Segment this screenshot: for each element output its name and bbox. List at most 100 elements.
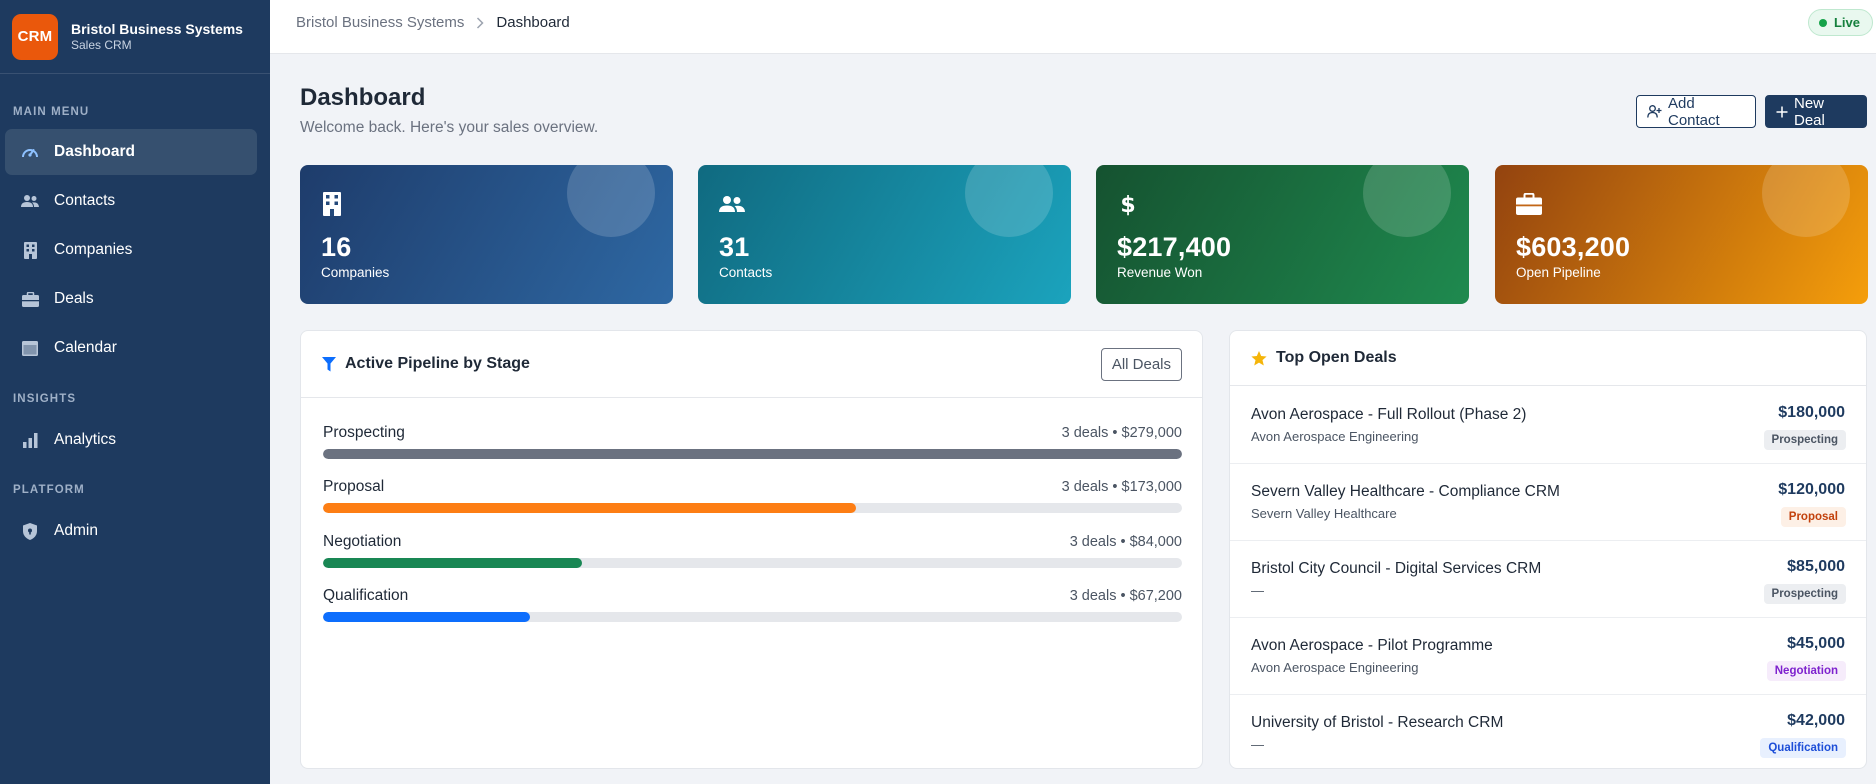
top-bar: Bristol Business Systems Dashboard Live xyxy=(270,0,1876,54)
status-dot-icon xyxy=(1818,18,1827,27)
pipeline-panel-header: Active Pipeline by Stage All Deals xyxy=(301,331,1202,398)
new-deal-button[interactable]: New Deal xyxy=(1765,94,1867,129)
page-subtitle: Welcome back. Here's your sales overview… xyxy=(300,119,599,136)
add-contact-button[interactable]: Add Contact xyxy=(1636,94,1756,129)
sidebar-item-admin[interactable]: Admin xyxy=(5,508,257,554)
sidebar-item-dashboard[interactable]: Dashboard xyxy=(5,129,257,175)
briefcase-icon xyxy=(1516,192,1542,216)
live-status-label: Live xyxy=(1833,15,1860,30)
deal-stage-badge: Negotiation xyxy=(1766,661,1846,681)
deal-amount: $120,000 xyxy=(1778,481,1845,498)
brand-logo: CRM xyxy=(12,13,58,60)
stat-card-contacts[interactable]: 31 Contacts xyxy=(698,165,1071,304)
brand-subtitle: Sales CRM xyxy=(71,38,132,52)
chevron-right-icon xyxy=(476,16,484,29)
stat-card-companies[interactable]: 16 Companies xyxy=(300,165,673,304)
sidebar-item-deals[interactable]: Deals xyxy=(5,276,257,322)
deal-company: — xyxy=(1251,583,1264,598)
building-icon xyxy=(321,192,343,216)
pipeline-stage: Proposal 3 deals • $173,000 xyxy=(323,477,1182,513)
sidebar-item-label: Dashboard xyxy=(54,143,135,160)
plus-icon xyxy=(1776,106,1788,118)
sidebar-item-calendar[interactable]: Calendar xyxy=(5,325,257,371)
brand[interactable]: CRM Bristol Business Systems Sales CRM xyxy=(0,0,270,74)
deal-name[interactable]: Severn Valley Healthcare - Compliance CR… xyxy=(1251,483,1560,500)
section-label-insights: INSIGHTS xyxy=(13,393,77,405)
sidebar-item-label: Calendar xyxy=(54,339,117,356)
deal-amount: $180,000 xyxy=(1778,404,1845,421)
stat-value: $603,200 xyxy=(1516,232,1631,262)
stage-name: Qualification xyxy=(323,587,409,604)
top-deals-panel-header: Top Open Deals xyxy=(1230,331,1866,386)
breadcrumb-home[interactable]: Bristol Business Systems xyxy=(296,14,465,31)
stage-meta: 3 deals • $67,200 xyxy=(1069,588,1182,604)
deal-name[interactable]: University of Bristol - Research CRM xyxy=(1251,714,1504,731)
stage-progress-fill xyxy=(323,612,531,622)
deal-name[interactable]: Avon Aerospace - Pilot Programme xyxy=(1251,637,1493,654)
sidebar-item-analytics[interactable]: Analytics xyxy=(5,417,257,463)
stat-label: Revenue Won xyxy=(1117,265,1203,280)
deal-row[interactable]: Avon Aerospace - Full Rollout (Phase 2) A… xyxy=(1230,387,1866,464)
pipeline-panel-title: Active Pipeline by Stage xyxy=(345,355,530,372)
stage-progress-track xyxy=(323,612,1182,622)
decorative-circle xyxy=(965,165,1053,237)
deal-company: Avon Aerospace Engineering xyxy=(1251,429,1419,444)
bar-chart-icon xyxy=(20,431,40,449)
deal-company: Severn Valley Healthcare xyxy=(1251,506,1397,521)
new-deal-label: New Deal xyxy=(1794,94,1825,129)
deal-name[interactable]: Bristol City Council - Digital Services … xyxy=(1251,560,1542,577)
deal-amount: $45,000 xyxy=(1787,635,1845,652)
stage-progress-track xyxy=(323,503,1182,513)
calendar-icon xyxy=(20,339,40,357)
sidebar-item-contacts[interactable]: Contacts xyxy=(5,178,257,224)
breadcrumb-current: Dashboard xyxy=(496,14,570,31)
sidebar-item-label: Companies xyxy=(54,241,133,258)
pipeline-stage: Prospecting 3 deals • $279,000 xyxy=(323,423,1182,459)
all-deals-button[interactable]: All Deals xyxy=(1100,348,1182,381)
add-contact-label: Add Contact xyxy=(1668,94,1720,129)
stat-value: 16 xyxy=(321,232,352,262)
stage-progress-fill xyxy=(323,558,582,568)
deal-stage-badge: Qualification xyxy=(1760,738,1846,758)
stage-name: Proposal xyxy=(323,478,385,495)
deal-stage-badge: Prospecting xyxy=(1763,584,1846,604)
building-icon xyxy=(20,241,40,259)
decorative-circle xyxy=(567,165,655,237)
stage-progress-track xyxy=(323,558,1182,568)
deal-name[interactable]: Avon Aerospace - Full Rollout (Phase 2) xyxy=(1251,406,1527,423)
page-title: Dashboard xyxy=(300,84,426,111)
gauge-icon xyxy=(20,143,40,161)
user-plus-icon xyxy=(1647,105,1662,118)
stage-meta: 3 deals • $173,000 xyxy=(1061,479,1182,495)
sidebar-item-companies[interactable]: Companies xyxy=(5,227,257,273)
stat-value: 31 xyxy=(719,232,750,262)
deal-row[interactable]: Severn Valley Healthcare - Compliance CR… xyxy=(1230,464,1866,541)
stage-meta: 3 deals • $84,000 xyxy=(1069,534,1182,550)
star-icon xyxy=(1251,350,1267,366)
shield-icon xyxy=(20,522,40,540)
stage-name: Negotiation xyxy=(323,533,402,550)
pipeline-stage: Negotiation 3 deals • $84,000 xyxy=(323,532,1182,568)
deal-row[interactable]: Bristol City Council - Digital Services … xyxy=(1230,541,1866,618)
deal-row[interactable]: Avon Aerospace - Pilot Programme Avon Aer… xyxy=(1230,618,1866,695)
stat-label: Companies xyxy=(321,265,390,280)
stat-card-open-pipeline[interactable]: $603,200 Open Pipeline xyxy=(1495,165,1868,304)
pipeline-stage: Qualification 3 deals • $67,200 xyxy=(323,586,1182,622)
sidebar-item-label: Contacts xyxy=(54,192,116,209)
deal-company: — xyxy=(1251,737,1264,752)
sidebar-item-label: Analytics xyxy=(54,431,117,448)
deal-stage-badge: Prospecting xyxy=(1763,430,1846,450)
sidebar: CRM Bristol Business Systems Sales CRM M… xyxy=(0,0,270,784)
brand-name: Bristol Business Systems xyxy=(71,21,243,37)
deal-amount: $42,000 xyxy=(1787,712,1845,729)
briefcase-icon xyxy=(20,290,40,308)
stat-value: $217,400 xyxy=(1117,232,1232,262)
deal-row[interactable]: University of Bristol - Research CRM — $42… xyxy=(1230,695,1866,772)
stat-label: Contacts xyxy=(719,265,773,280)
stat-card-revenue-won[interactable]: $ $217,400 Revenue Won xyxy=(1096,165,1469,304)
section-label-main-menu: MAIN MENU xyxy=(13,106,90,118)
decorative-circle xyxy=(1363,165,1451,237)
stage-progress-fill xyxy=(323,449,1182,459)
pipeline-panel: Active Pipeline by Stage All Deals Prosp… xyxy=(300,330,1203,769)
deal-company: Avon Aerospace Engineering xyxy=(1251,660,1419,675)
